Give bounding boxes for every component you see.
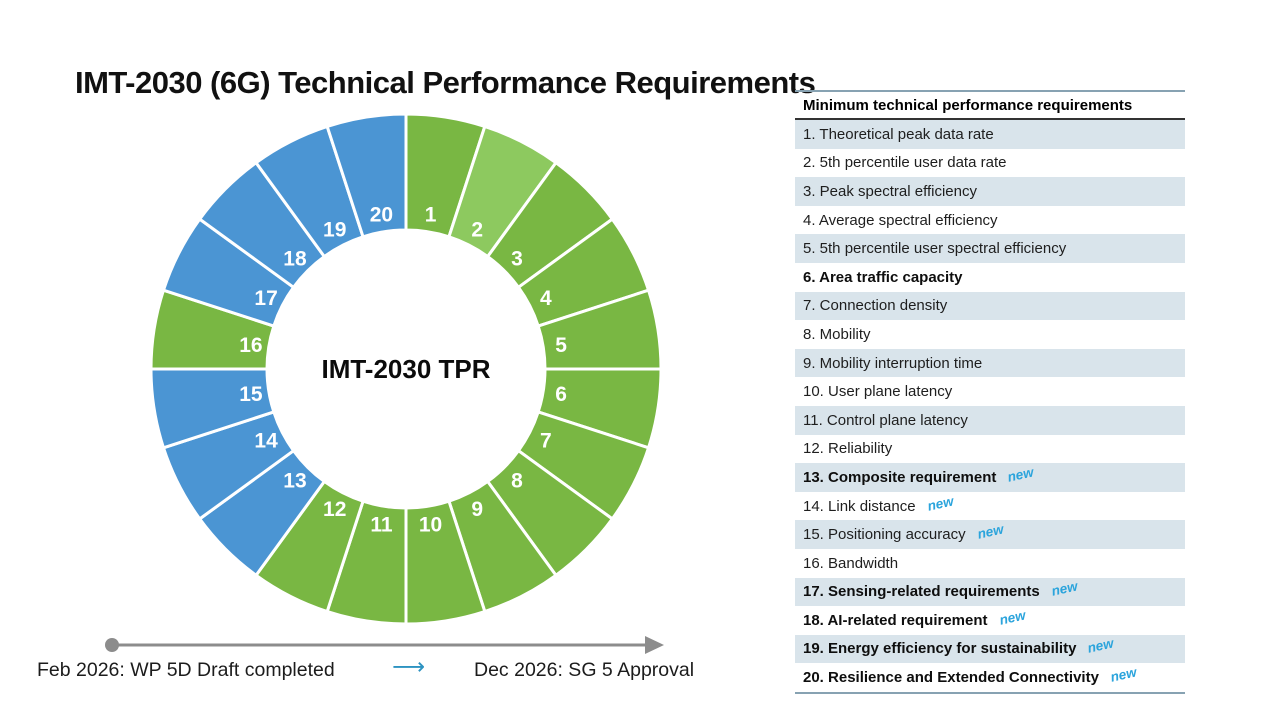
row-label: 4. Average spectral efficiency [803, 211, 998, 229]
segment-number-label: 6 [555, 383, 567, 406]
timeline-graphic [105, 636, 664, 654]
segment-number-label: 2 [471, 218, 483, 241]
table-header: Minimum technical performance requiremen… [795, 92, 1185, 120]
segment-number-label: 19 [323, 218, 346, 241]
new-badge: new [1049, 578, 1079, 599]
row-label: 10. User plane latency [803, 383, 953, 401]
table-row: 11. Control plane latency [795, 405, 1185, 435]
segment-number-label: 3 [511, 247, 523, 270]
table-row: 14. Link distance new [795, 492, 1185, 521]
table-row: 12. Reliability [795, 435, 1185, 464]
segment-number-label: 15 [239, 383, 263, 406]
table-row: 2. 5th percentile user data rate [795, 149, 1185, 178]
table-row: 17. Sensing-related requirements new [795, 577, 1185, 607]
table-row: 6. Area traffic capacity [795, 263, 1185, 292]
timeline-start-dot [105, 638, 119, 652]
segment-number-label: 12 [323, 498, 346, 521]
row-label: 16. Bandwidth [803, 554, 899, 572]
segment-number-label: 18 [283, 247, 307, 270]
timeline-start-label: Feb 2026: WP 5D Draft completed [37, 659, 335, 681]
row-label: 12. Reliability [803, 440, 893, 458]
row-label: 6. Area traffic capacity [803, 268, 963, 286]
new-badge: new [925, 493, 955, 514]
row-label: 17. Sensing-related requirements [803, 583, 1040, 601]
segment-number-label: 9 [471, 498, 483, 521]
row-label: 13. Composite requirement [803, 468, 997, 486]
segment-number-label: 1 [425, 203, 437, 226]
row-label: 18. AI-related requirement [803, 611, 988, 629]
table-row: 8. Mobility [795, 320, 1185, 349]
segment-number-label: 20 [370, 203, 393, 226]
segment-number-label: 16 [239, 334, 262, 357]
page-title: IMT-2030 (6G) Technical Performance Requ… [75, 64, 816, 100]
requirements-rows: 1. Theoretical peak data rate 2. 5th perc… [795, 120, 1185, 692]
segment-number-label: 14 [254, 430, 278, 453]
requirements-table: Minimum technical performance requiremen… [795, 90, 1185, 694]
table-row: 3. Peak spectral efficiency [795, 177, 1185, 206]
donut-segment-20 [325, 112, 408, 239]
row-label: 19. Energy efficiency for sustainability [803, 640, 1077, 658]
segment-number-label: 17 [254, 287, 277, 310]
table-row: 15. Positioning accuracy new [795, 520, 1185, 549]
row-label: 3. Peak spectral efficiency [803, 182, 977, 200]
row-label: 11. Control plane latency [803, 411, 968, 429]
table-row: 5. 5th percentile user spectral efficien… [795, 234, 1185, 263]
segment-number-label: 11 [370, 513, 393, 536]
row-label: 1. Theoretical peak data rate [803, 125, 994, 143]
donut-segments-group [149, 112, 663, 626]
new-badge: new [975, 521, 1005, 542]
row-label: 5. 5th percentile user spectral efficien… [803, 240, 1067, 258]
row-label: 20. Resilience and Extended Connectivity [803, 669, 1099, 687]
segment-number-label: 10 [419, 513, 442, 536]
segment-number-label: 5 [555, 334, 567, 357]
segment-number-label: 7 [540, 430, 552, 453]
row-label: 14. Link distance [803, 497, 916, 515]
table-row: 4. Average spectral efficiency [795, 206, 1185, 235]
table-row: 19. Energy efficiency for sustainability… [795, 634, 1185, 664]
table-row: 1. Theoretical peak data rate [795, 120, 1185, 149]
new-badge: new [1006, 464, 1036, 485]
row-label: 2. 5th percentile user data rate [803, 154, 1007, 172]
row-label: 8. Mobility [803, 325, 871, 343]
table-row: 7. Connection density [795, 291, 1185, 321]
table-row: 13. Composite requirement new [795, 463, 1185, 492]
new-badge: new [997, 607, 1027, 628]
segment-number-label: 13 [283, 469, 306, 492]
timeline-arrowhead-icon [645, 636, 664, 654]
donut-center-label: IMT-2030 TPR [321, 354, 490, 384]
new-badge: new [1109, 664, 1138, 685]
row-label: 7. Connection density [803, 297, 948, 315]
row-label: 9. Mobility interruption time [803, 354, 983, 372]
table-row: 10. User plane latency [795, 377, 1185, 406]
new-badge: new [1086, 635, 1116, 657]
table-row: 16. Bandwidth [795, 549, 1185, 578]
right-arrow-icon: ⟶ [392, 654, 425, 680]
table-row: 20. Resilience and Extended Connectivity… [795, 663, 1185, 692]
segment-number-label: 4 [540, 287, 552, 310]
row-label: 15. Positioning accuracy [803, 526, 966, 544]
table-row: 18. AI-related requirement new [795, 606, 1185, 635]
segment-number-label: 8 [511, 469, 523, 492]
timeline-end-label: Dec 2026: SG 5 Approval [474, 659, 695, 681]
donut-chart: IMT-2030 TPR 123456789101112131415161718… [149, 112, 663, 626]
table-row: 9. Mobility interruption time [795, 348, 1185, 378]
